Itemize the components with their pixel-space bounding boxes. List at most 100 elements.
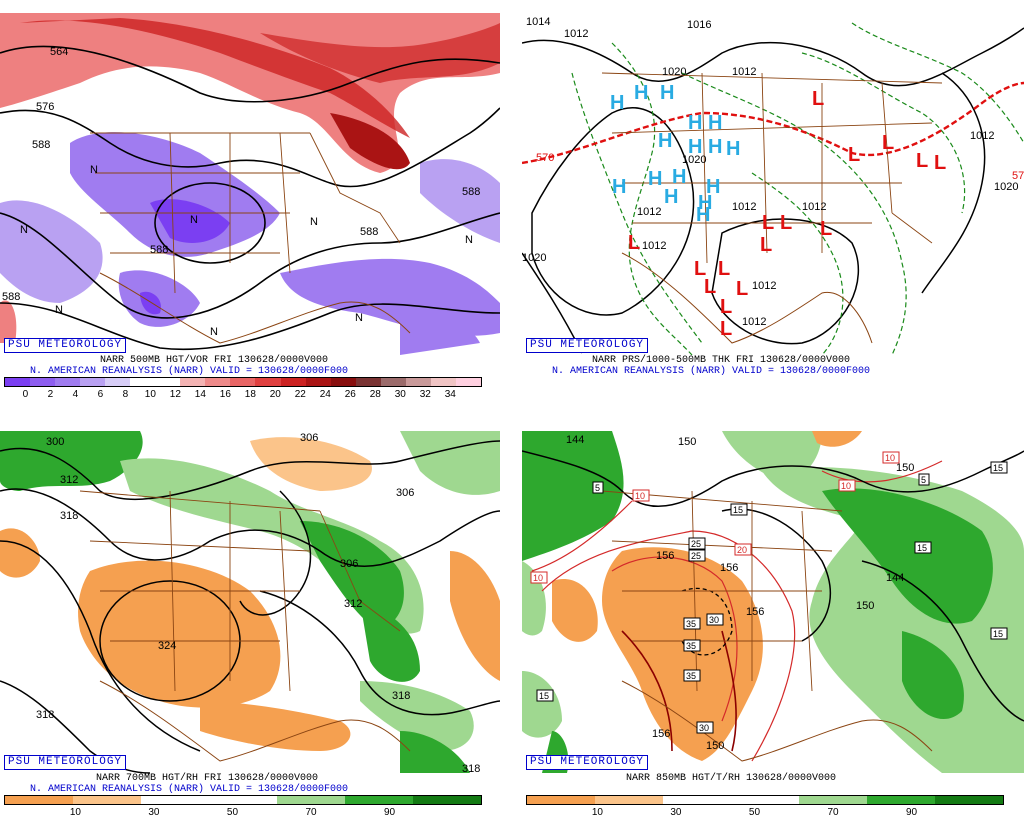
isotherm-box-label: 20 <box>734 543 752 556</box>
isobar-label: 1012 <box>564 28 588 40</box>
colorbar-tick-label: 6 <box>97 389 104 400</box>
rh-colorbar <box>526 795 1004 805</box>
colorbar-swatch <box>130 378 156 386</box>
psu-meteorology-badge: PSU METEOROLOGY <box>526 755 649 770</box>
contour-label: 588 <box>360 226 378 238</box>
isobar-label: 1020 <box>662 66 686 78</box>
colorbar-tick-label: 32 <box>419 389 431 400</box>
svg-text:15: 15 <box>539 691 549 701</box>
colorbar-swatch <box>305 378 331 386</box>
colorbar-swatch <box>595 796 663 804</box>
colorbar-tick-label: 90 <box>905 807 918 818</box>
low-pressure-marker: L <box>934 152 946 174</box>
minimum-marker: N <box>20 224 28 236</box>
isobar-label: 1012 <box>642 240 666 252</box>
contour-label: 588 <box>150 244 168 256</box>
svg-text:25: 25 <box>691 539 701 549</box>
colorbar-tick-label: 34 <box>444 389 456 400</box>
map-850mb: 144 150 156 156 156 150 150 156 150 144 … <box>522 431 1024 773</box>
low-pressure-marker: L <box>820 218 832 240</box>
contour-label: 156 <box>656 550 674 562</box>
colorbar-tick-label: 10 <box>69 807 81 818</box>
isobar-label: 1012 <box>802 201 826 213</box>
contour-label: 150 <box>706 740 724 752</box>
isobar-label: 1012 <box>637 206 661 218</box>
colorbar-swatch <box>80 378 106 386</box>
colorbar-swatch <box>413 796 481 804</box>
contour-label: 318 <box>462 763 480 775</box>
high-pressure-marker: H <box>612 176 626 198</box>
isotherm-box-label: 15 <box>730 503 748 516</box>
contour-label: 156 <box>652 728 670 740</box>
vorticity-colorbar <box>4 377 482 387</box>
isobar-label: 1012 <box>732 201 756 213</box>
colorbar-tick-label: 22 <box>294 389 306 400</box>
colorbar-swatch <box>799 796 867 804</box>
thickness-label: 57 <box>1012 170 1024 182</box>
colorbar-tick-label: 14 <box>194 389 206 400</box>
contour-label: 144 <box>886 572 904 584</box>
low-pressure-marker: L <box>736 278 748 300</box>
thickness-label: 570 <box>536 152 554 164</box>
colorbar-tick-label: 30 <box>394 389 406 400</box>
svg-text:30: 30 <box>699 723 709 733</box>
svg-text:20: 20 <box>737 545 747 555</box>
high-pressure-marker: H <box>698 192 712 214</box>
svg-text:15: 15 <box>733 505 743 515</box>
contour-label: 318 <box>60 510 78 522</box>
svg-text:35: 35 <box>686 641 696 651</box>
svg-text:25: 25 <box>691 551 701 561</box>
contour-label: 156 <box>746 606 764 618</box>
contour-label: 324 <box>158 640 176 652</box>
contour-label: 150 <box>896 462 914 474</box>
low-pressure-marker: L <box>780 212 792 234</box>
isotherm-box-label: 35 <box>683 669 701 682</box>
isotherm-box-label: 15 <box>990 627 1008 640</box>
high-pressure-marker: H <box>660 82 674 104</box>
isotherm-box-label: 25 <box>688 549 706 562</box>
isotherm-box-label: 35 <box>683 639 701 652</box>
contour-label: 300 <box>46 436 64 448</box>
high-pressure-marker: H <box>664 186 678 208</box>
contour-label: 144 <box>566 434 584 446</box>
isotherm-box-label: 10 <box>530 571 548 584</box>
map-surface-pressure: 1014 1012 1016 1012 1020 1020 1012 1012 … <box>522 13 1024 356</box>
colorbar-tick-label: 24 <box>319 389 331 400</box>
isotherm-box-label: 25 <box>688 537 706 550</box>
colorbar-swatch <box>455 378 481 386</box>
minimum-marker: N <box>465 234 473 246</box>
colorbar-tick-label: 30 <box>670 807 682 818</box>
colorbar-swatch <box>380 378 406 386</box>
colorbar-tick-label: 2 <box>47 389 54 400</box>
low-pressure-marker: L <box>704 276 716 298</box>
colorbar-tick-label: 50 <box>748 807 761 818</box>
colorbar-swatch <box>73 796 141 804</box>
svg-text:35: 35 <box>686 671 696 681</box>
isobar-label: 1020 <box>522 252 546 264</box>
low-pressure-marker: L <box>694 258 706 280</box>
colorbar-swatch <box>180 378 206 386</box>
svg-text:15: 15 <box>993 629 1003 639</box>
map-caption: NARR 500MB HGT/VOR FRI 130628/0000V000 <box>100 355 329 366</box>
low-pressure-marker: L <box>762 212 774 234</box>
psu-meteorology-badge: PSU METEOROLOGY <box>4 755 127 770</box>
colorbar-tick-label: 20 <box>269 389 281 400</box>
map-valid-time: N. AMERICAN REANALYSIS (NARR) VALID = 13… <box>30 784 349 795</box>
colorbar-tick-label: 18 <box>244 389 256 400</box>
svg-text:10: 10 <box>533 573 543 583</box>
colorbar-swatch <box>5 796 73 804</box>
contour-label: 318 <box>392 690 410 702</box>
isobar-label: 1014 <box>526 16 550 28</box>
colorbar-swatch <box>5 378 31 386</box>
low-pressure-marker: L <box>760 234 772 256</box>
high-pressure-marker: H <box>726 138 740 160</box>
minimum-marker: N <box>90 164 98 176</box>
colorbar-tick-label: 90 <box>383 807 396 818</box>
svg-text:15: 15 <box>917 543 927 553</box>
high-pressure-marker: H <box>706 176 720 198</box>
rh-colorbar-ticks: 10 30 50 70 90 <box>526 807 1002 819</box>
svg-text:35: 35 <box>686 619 696 629</box>
low-pressure-marker: L <box>720 296 732 318</box>
high-pressure-marker: H <box>634 82 648 104</box>
colorbar-tick-label: 4 <box>72 389 79 400</box>
